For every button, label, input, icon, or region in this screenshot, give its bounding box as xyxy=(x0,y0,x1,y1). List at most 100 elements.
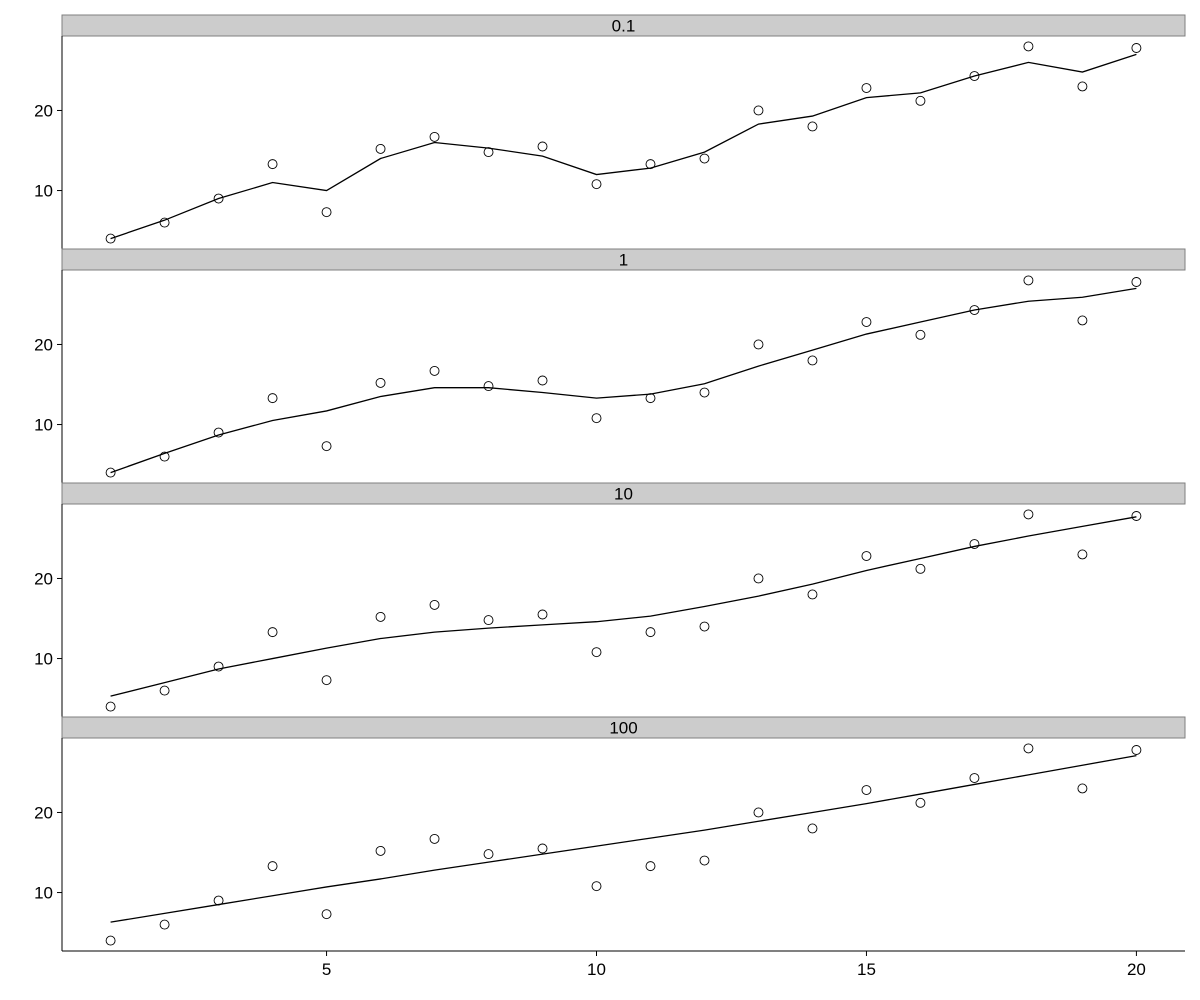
data-point xyxy=(1023,41,1034,52)
x-tick-label: 20 xyxy=(1127,960,1146,979)
data-point xyxy=(537,141,548,152)
facet-panel-2: 10 10 20 xyxy=(34,482,1186,717)
data-point xyxy=(591,647,602,658)
data-point xyxy=(807,121,818,132)
x-axis: 5 10 15 20 xyxy=(62,950,1185,979)
data-point xyxy=(969,539,980,549)
data-point xyxy=(1077,783,1088,794)
facet-strip-label: 10 xyxy=(614,485,633,504)
data-point xyxy=(1131,43,1142,53)
fit-line-10 xyxy=(110,516,1137,697)
data-point xyxy=(267,393,278,404)
data-point xyxy=(483,615,494,626)
data-point xyxy=(1131,511,1142,521)
data-point xyxy=(753,339,764,350)
data-point xyxy=(213,427,224,438)
data-point xyxy=(807,589,818,600)
data-point xyxy=(1023,743,1034,754)
data-point xyxy=(537,843,548,854)
data-point xyxy=(861,317,872,327)
data-point xyxy=(645,393,656,404)
data-point xyxy=(429,365,440,376)
data-point xyxy=(375,143,386,154)
data-point xyxy=(267,159,278,170)
y-tick-label: 20 xyxy=(34,569,53,588)
data-point xyxy=(1023,275,1034,286)
facet-strip-label: 0.1 xyxy=(612,17,636,36)
data-point xyxy=(321,441,332,452)
x-tick-label: 5 xyxy=(322,960,331,979)
data-point xyxy=(267,627,278,638)
data-point xyxy=(699,387,710,398)
y-tick-label: 20 xyxy=(34,101,53,120)
data-point xyxy=(429,131,440,142)
data-point xyxy=(915,95,926,106)
data-point xyxy=(1077,81,1088,92)
data-point xyxy=(1023,509,1034,520)
data-point xyxy=(591,881,602,892)
fit-line-100 xyxy=(110,754,1137,923)
y-tick-label: 10 xyxy=(34,884,53,903)
data-point xyxy=(645,861,656,872)
data-point xyxy=(645,159,656,170)
data-point xyxy=(159,451,170,462)
data-point xyxy=(105,467,116,478)
data-point xyxy=(159,919,170,930)
data-point xyxy=(915,563,926,574)
data-point xyxy=(807,823,818,834)
y-tick-label: 20 xyxy=(34,803,53,822)
data-point xyxy=(969,71,980,81)
data-point xyxy=(645,627,656,638)
data-point xyxy=(753,105,764,116)
data-point xyxy=(105,233,116,244)
data-point xyxy=(105,701,116,712)
data-point xyxy=(861,83,872,93)
data-point xyxy=(375,845,386,856)
data-point xyxy=(1077,549,1088,560)
facet-panel-0: 0.1 10 20 xyxy=(34,14,1186,249)
data-point xyxy=(213,661,224,672)
facet-strip xyxy=(61,716,1186,739)
facet-strip xyxy=(61,248,1186,271)
facet-panel-1: 1 10 20 xyxy=(34,248,1186,483)
x-tick-label: 15 xyxy=(857,960,876,979)
data-point xyxy=(213,193,224,204)
x-tick-label: 10 xyxy=(587,960,606,979)
data-point xyxy=(537,609,548,620)
data-point xyxy=(699,153,710,164)
data-point xyxy=(861,785,872,795)
facet-strip-label: 1 xyxy=(619,251,628,270)
data-point xyxy=(321,675,332,686)
data-point xyxy=(159,685,170,696)
data-point xyxy=(375,377,386,388)
data-point xyxy=(267,861,278,872)
data-point xyxy=(483,381,494,392)
fit-line-1 xyxy=(110,287,1137,474)
data-point xyxy=(1131,277,1142,287)
facet-strip-label: 100 xyxy=(609,719,637,738)
data-point xyxy=(1131,745,1142,755)
data-point xyxy=(591,413,602,424)
data-point xyxy=(159,217,170,228)
data-point xyxy=(429,599,440,610)
data-point xyxy=(321,909,332,920)
data-point xyxy=(321,207,332,218)
data-point xyxy=(213,895,224,906)
data-point xyxy=(699,621,710,632)
y-tick-label: 20 xyxy=(34,335,53,354)
data-point xyxy=(807,355,818,366)
data-point xyxy=(753,807,764,818)
data-point xyxy=(861,551,872,561)
data-point xyxy=(105,935,116,946)
data-point xyxy=(429,833,440,844)
data-point xyxy=(483,147,494,158)
facet-strip xyxy=(61,14,1186,37)
data-point xyxy=(915,329,926,340)
data-point xyxy=(483,849,494,860)
facet-panel-3: 100 10 20 xyxy=(34,716,1186,951)
data-point xyxy=(537,375,548,386)
data-point xyxy=(699,855,710,866)
data-point xyxy=(375,611,386,622)
